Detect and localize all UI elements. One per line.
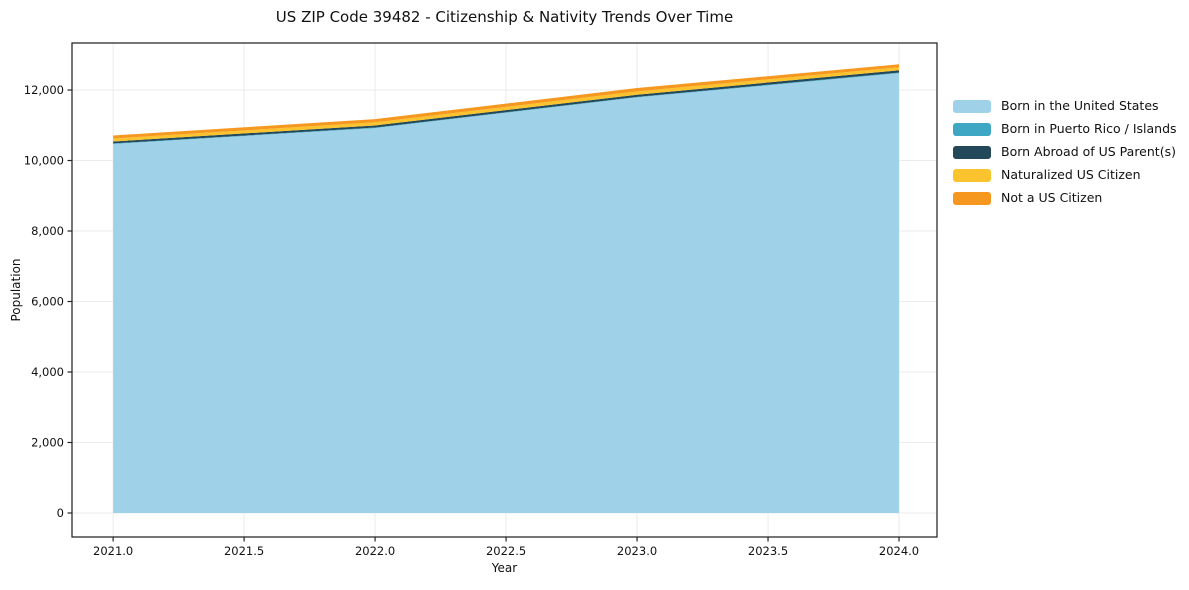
legend-swatch-icon xyxy=(953,99,991,113)
legend: Born in the United States Born in Puerto … xyxy=(953,99,1177,214)
legend-item: Born Abroad of US Parent(s) xyxy=(953,145,1177,159)
x-tick-label: 2022.5 xyxy=(486,544,526,558)
plot-frame xyxy=(71,42,938,538)
legend-item: Born in Puerto Rico / Islands xyxy=(953,122,1177,136)
y-tick-label: 4,000 xyxy=(31,365,64,379)
y-tick-label: 8,000 xyxy=(31,224,64,238)
x-tick-label: 2023.5 xyxy=(748,544,788,558)
x-tick-label: 2021.5 xyxy=(224,544,264,558)
legend-label: Naturalized US Citizen xyxy=(1001,167,1141,182)
area-series-born-in-the-united-states xyxy=(113,73,900,513)
y-tick-label: 10,000 xyxy=(24,154,64,168)
y-tick-label: 6,000 xyxy=(31,295,64,309)
x-tick-label: 2022.0 xyxy=(355,544,395,558)
legend-swatch-icon xyxy=(953,145,991,159)
y-tick-label: 12,000 xyxy=(24,83,64,97)
legend-label: Born in the United States xyxy=(1001,98,1159,113)
legend-item: Naturalized US Citizen xyxy=(953,168,1177,182)
legend-label: Born Abroad of US Parent(s) xyxy=(1001,144,1176,159)
area-series-not-a-us-citizen xyxy=(113,64,900,139)
x-tick-label: 2024.0 xyxy=(879,544,919,558)
legend-item: Born in the United States xyxy=(953,99,1177,113)
legend-swatch-icon xyxy=(953,168,991,182)
legend-swatch-icon xyxy=(953,122,991,136)
chart-title: US ZIP Code 39482 - Citizenship & Nativi… xyxy=(275,8,734,26)
x-tick-label: 2021.0 xyxy=(93,544,133,558)
y-tick-label: 2,000 xyxy=(31,436,64,450)
legend-label: Born in Puerto Rico / Islands xyxy=(1001,121,1177,136)
y-tick-label: 0 xyxy=(57,506,64,520)
x-tick-label: 2023.0 xyxy=(617,544,657,558)
legend-swatch-icon xyxy=(953,191,991,205)
x-axis-label: Year xyxy=(491,561,518,575)
legend-label: Not a US Citizen xyxy=(1001,190,1103,205)
legend-item: Not a US Citizen xyxy=(953,191,1177,205)
area-series-naturalized-us-citizen xyxy=(113,67,900,142)
